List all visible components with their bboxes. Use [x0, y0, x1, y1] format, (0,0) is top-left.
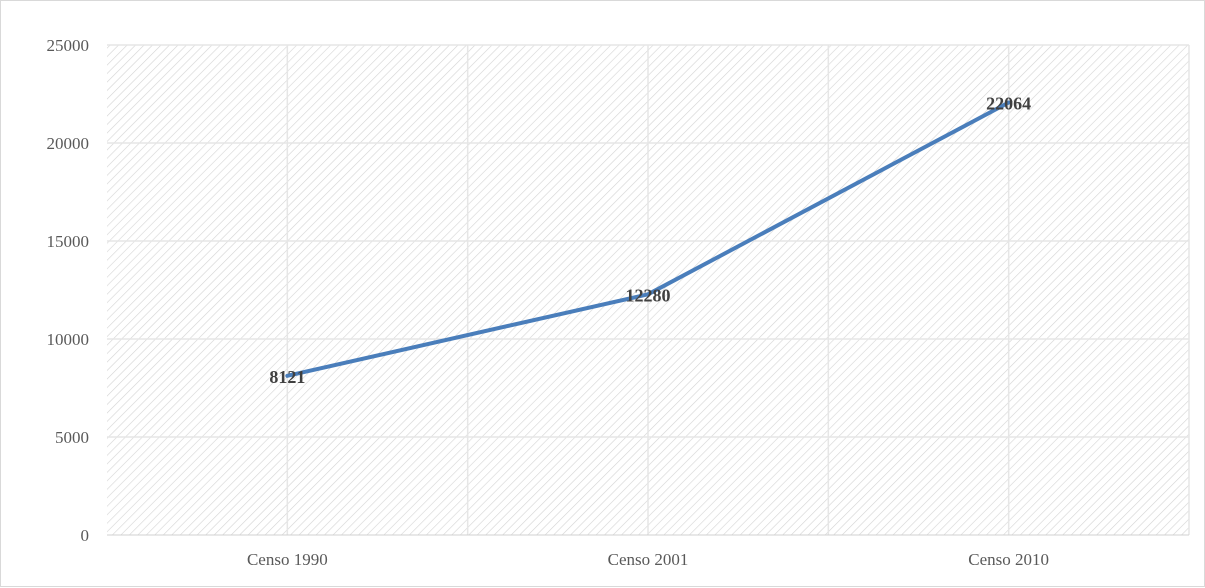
axes: 0 5000 10000 15000 20000 25000 Censo 1990 Censo…	[47, 36, 1189, 569]
y-tick-label: 0	[81, 526, 90, 545]
y-tick-label: 10000	[47, 330, 90, 349]
series-layer	[285, 100, 1011, 378]
y-tick-label: 25000	[47, 36, 90, 55]
y-tick-label: 15000	[47, 232, 90, 251]
series-line	[285, 100, 1011, 378]
x-tick-label: Censo 2001	[608, 550, 689, 569]
data-label: 12280	[626, 285, 671, 305]
data-label: 22064	[986, 94, 1031, 114]
x-tick-label: Censo 1990	[247, 550, 328, 569]
y-tick-label: 5000	[55, 428, 89, 447]
x-tick-label: Censo 2010	[968, 550, 1049, 569]
data-label: 8121	[269, 367, 305, 387]
gridlines	[107, 44, 1190, 535]
data-labels: 8121 12280 22064	[269, 94, 1031, 387]
y-tick-label: 20000	[47, 134, 90, 153]
